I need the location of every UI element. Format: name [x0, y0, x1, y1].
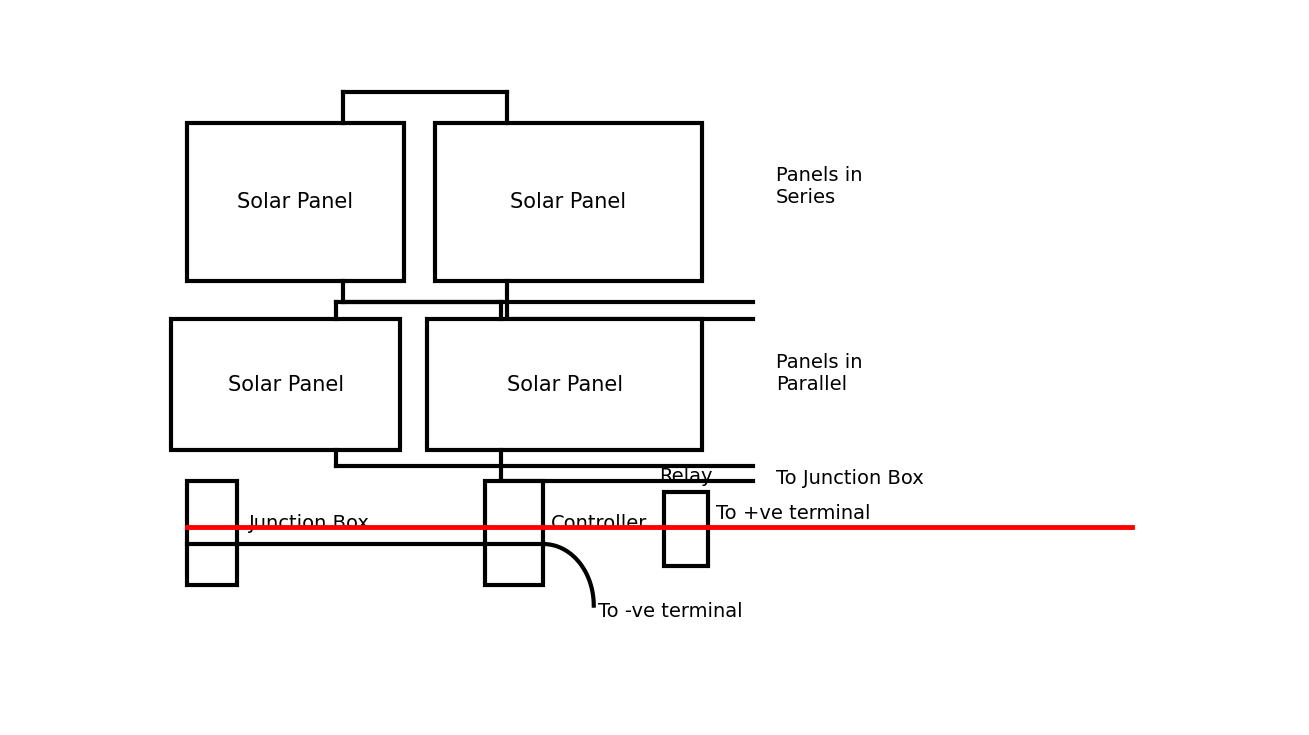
Text: Solar Panel: Solar Panel [228, 375, 344, 395]
Text: To Junction Box: To Junction Box [776, 470, 924, 488]
Bar [664, 492, 708, 566]
Bar [427, 319, 702, 450]
Text: To +ve terminal: To +ve terminal [716, 504, 870, 523]
Text: Relay: Relay [660, 467, 712, 487]
Bar [435, 123, 702, 281]
Text: Solar Panel: Solar Panel [507, 375, 623, 395]
Bar [187, 481, 237, 585]
Text: To -ve terminal: To -ve terminal [598, 602, 742, 621]
Text: Solar Panel: Solar Panel [237, 192, 353, 212]
Text: Panels in
Series: Panels in Series [776, 166, 863, 207]
Bar [187, 123, 404, 281]
Text: Junction Box: Junction Box [249, 514, 369, 533]
Bar [486, 481, 543, 585]
Text: Panels in
Parallel: Panels in Parallel [776, 353, 863, 394]
Bar [171, 319, 401, 450]
Text: Controller: Controller [551, 514, 648, 533]
Text: Solar Panel: Solar Panel [511, 192, 627, 212]
